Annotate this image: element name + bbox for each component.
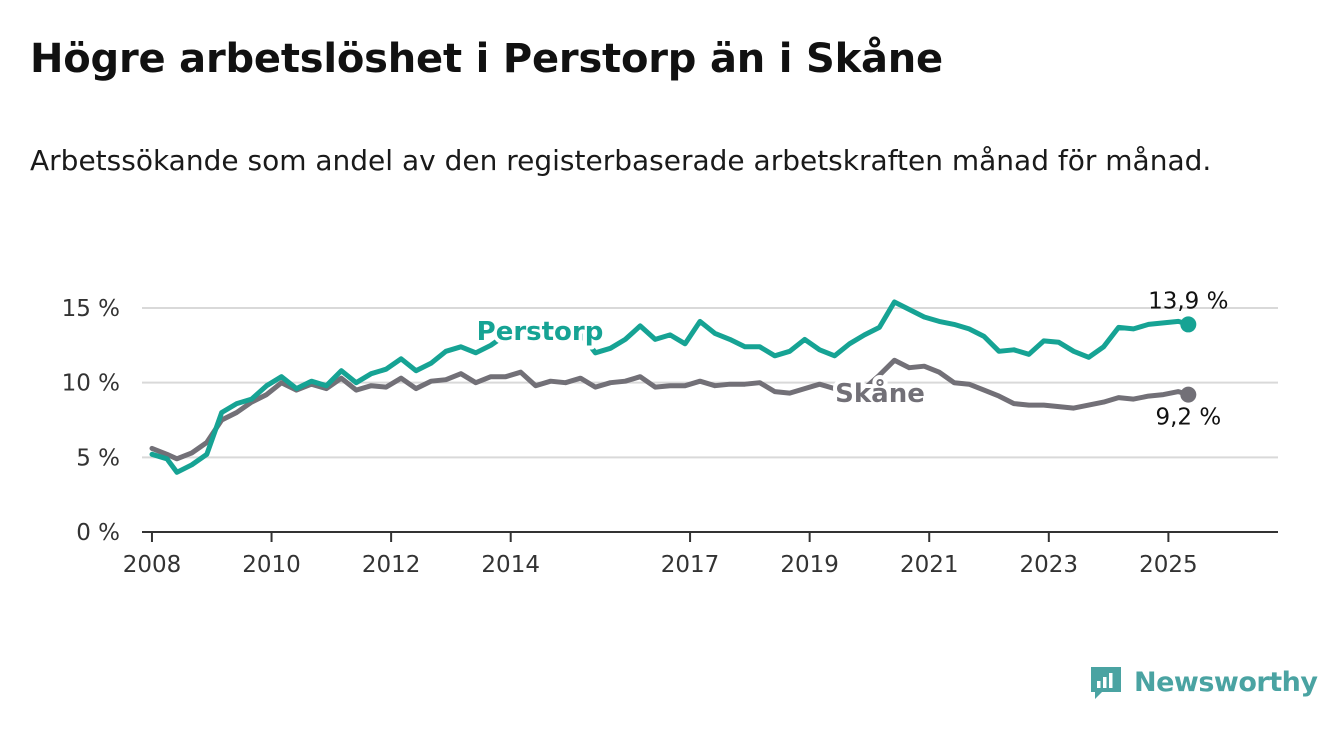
chart-title: Högre arbetslöshet i Perstorp än i Skåne (30, 36, 943, 82)
series-label-perstorp-halo: Perstorp (477, 317, 604, 347)
y-tick-label: 10 % (62, 371, 120, 397)
x-axis: 2008 2010 2012 2014 2017 2019 2021 2023 2025 (123, 531, 1278, 578)
series-label-skane-halo: Skåne (835, 377, 925, 409)
logo-text: Newsworthy (1134, 666, 1318, 698)
x-tick-label: 2023 (1020, 552, 1079, 578)
x-tick-label: 2021 (900, 552, 959, 578)
x-tick-label: 2014 (481, 552, 540, 578)
x-tick-label: 2017 (661, 552, 720, 578)
series-label-perstorp: Perstorp (477, 317, 604, 347)
x-tick-label: 2012 (362, 552, 421, 578)
x-tick-label: 2025 (1139, 552, 1198, 578)
x-tick-label: 2019 (780, 552, 839, 578)
newsworthy-logo: Newsworthy (1088, 660, 1318, 704)
y-tick-label: 5 % (76, 445, 120, 471)
chart-bars-speech-bubble-icon (1091, 667, 1121, 699)
series-lines (149, 299, 1197, 475)
end-point-skane (1180, 386, 1197, 403)
x-tick-label: 2010 (242, 552, 301, 578)
line-chart: 0 %5 %10 %15 % 2008 2010 2012 2014 2017 2019 2… (62, 288, 1278, 578)
series-line-skane (149, 357, 1191, 462)
end-label-skane: 9,2 % (1155, 405, 1221, 431)
series-line-perstorp (149, 299, 1191, 475)
x-tick-label: 2008 (123, 552, 182, 578)
end-point-perstorp (1180, 316, 1197, 333)
chart-subtitle: Arbetssökande som andel av den registerb… (30, 144, 1212, 177)
y-tick-label: 15 % (62, 296, 120, 322)
y-tick-label: 0 % (76, 520, 120, 546)
end-label-perstorp: 13,9 % (1148, 288, 1228, 314)
series-label-skane: Skåne (835, 377, 925, 409)
